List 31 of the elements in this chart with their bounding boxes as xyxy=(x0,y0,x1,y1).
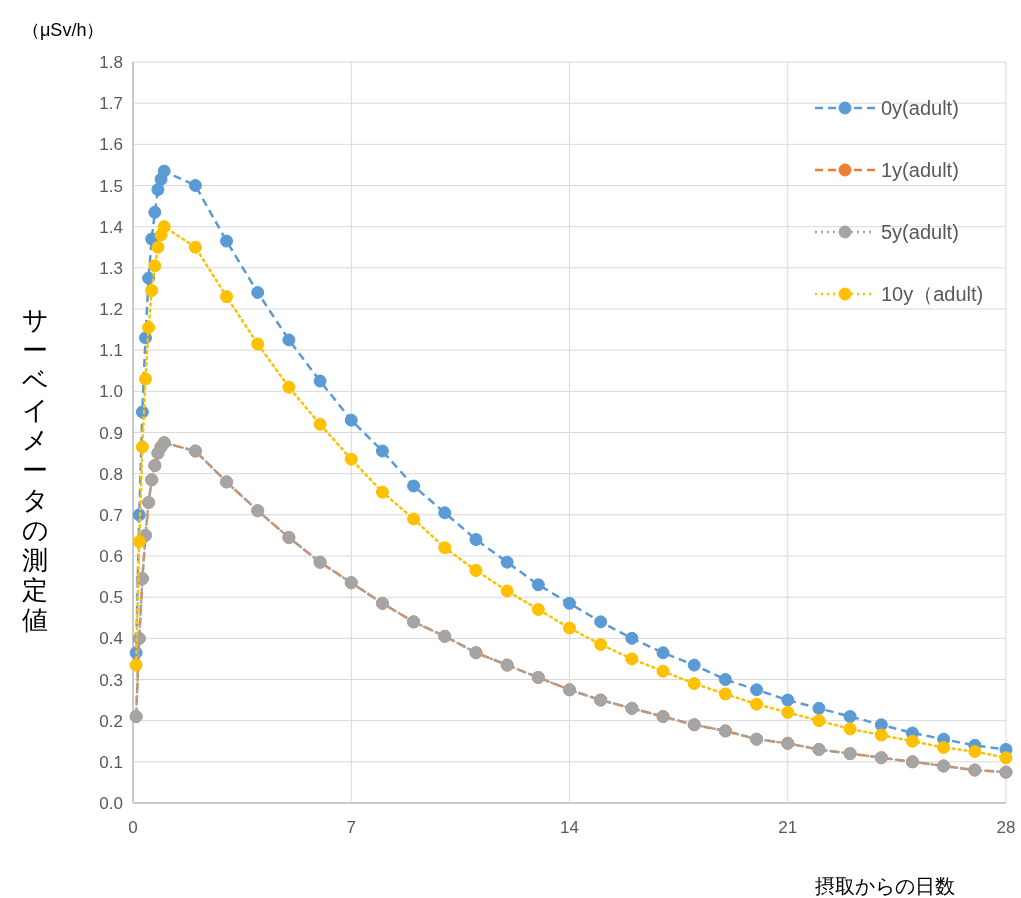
text: サーベイメータの測定値 xyxy=(21,305,49,635)
y-tick-label: 0.7 xyxy=(99,505,123,525)
legend-label: 0y(adult) xyxy=(881,97,959,119)
y-tick-label: 0.2 xyxy=(99,711,123,731)
y-tick-label: 0.3 xyxy=(99,670,123,690)
legend-label: 5y(adult) xyxy=(881,221,959,243)
x-tick-label: 14 xyxy=(560,818,579,837)
x-tick-label: 0 xyxy=(128,818,138,837)
y-tick-label: 1.2 xyxy=(99,300,123,319)
y-tick-label: 1.5 xyxy=(99,176,123,196)
x-tick-label: 7 xyxy=(346,818,356,837)
y-tick-label: 0.8 xyxy=(99,464,123,484)
y-tick-label: 1.7 xyxy=(99,94,123,114)
y-tick-label: 1.3 xyxy=(99,258,123,278)
text: （μSv/h） xyxy=(22,20,105,40)
x-tick-label: 21 xyxy=(778,818,798,837)
x-axis-title: 摂取からの日数 xyxy=(815,874,955,898)
y-tick-label: 0.5 xyxy=(99,588,123,608)
legend-label: 1y(adult) xyxy=(881,159,959,181)
x-tick-label: 28 xyxy=(996,818,1016,837)
legend-label: 10y（adult) xyxy=(881,283,984,305)
y-tick-label: 0.1 xyxy=(99,752,123,772)
y-tick-label: 1.1 xyxy=(99,341,123,361)
y-tick-label: 1.4 xyxy=(99,217,123,237)
y-tick-label: 1.8 xyxy=(99,53,123,72)
y-tick-label: 1.6 xyxy=(99,135,123,155)
y-tick-label: 0.9 xyxy=(99,423,123,443)
y-tick-label: 1.0 xyxy=(99,382,123,402)
y-tick-label: 0.0 xyxy=(99,794,123,813)
y-tick-label: 0.6 xyxy=(99,547,123,566)
y-tick-label: 0.4 xyxy=(99,629,123,649)
